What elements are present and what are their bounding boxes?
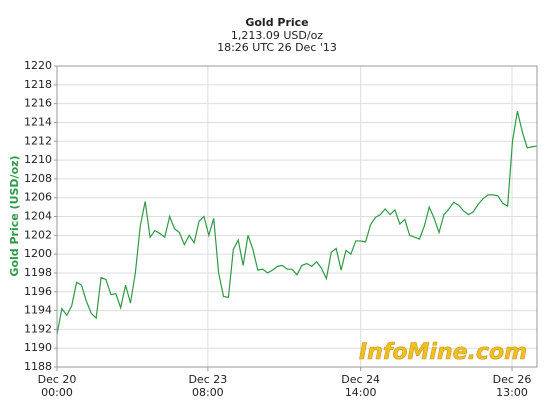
y-tick-label: 1200 — [24, 247, 52, 260]
y-tick-label: 1220 — [24, 59, 52, 72]
chart-timestamp: 18:26 UTC 26 Dec '13 — [217, 41, 337, 54]
watermark: InfoMine.com — [359, 340, 527, 365]
y-tick-label: 1214 — [24, 115, 52, 128]
y-tick-label: 1206 — [24, 191, 52, 204]
y-tick-label: 1198 — [24, 266, 52, 279]
y-tick-label: 1202 — [24, 228, 52, 241]
y-tick-label: 1196 — [24, 285, 52, 298]
x-tick-label: Dec 23 08:00 — [188, 373, 228, 399]
chart-title: Gold Price — [245, 16, 308, 29]
x-tick-label: Dec 26 13:00 — [492, 373, 532, 399]
y-tick-label: 1212 — [24, 134, 52, 147]
y-tick-label: 1194 — [24, 304, 52, 317]
y-tick-label: 1192 — [24, 322, 52, 335]
chart-subtitle: 1,213.09 USD/oz — [231, 29, 323, 42]
y-tick-label: 1204 — [24, 210, 52, 223]
y-tick-label: 1218 — [24, 78, 52, 91]
y-tick-label: 1190 — [24, 341, 52, 354]
y-axis-label: Gold Price (USD/oz) — [8, 155, 21, 276]
x-tick-label: Dec 24 14:00 — [341, 373, 381, 399]
y-tick-label: 1188 — [24, 360, 52, 373]
plot-frame — [56, 65, 538, 368]
x-tick-label: Dec 20 00:00 — [37, 373, 77, 399]
y-tick-label: 1208 — [24, 172, 52, 185]
y-tick-label: 1216 — [24, 97, 52, 110]
y-tick-label: 1210 — [24, 153, 52, 166]
price-line — [56, 111, 538, 335]
